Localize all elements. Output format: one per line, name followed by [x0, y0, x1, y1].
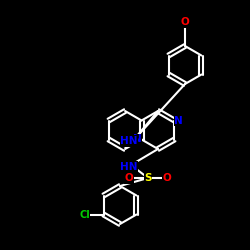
Text: N: N [174, 116, 183, 126]
Text: O: O [180, 17, 190, 27]
Text: O: O [124, 173, 134, 183]
Text: Cl: Cl [79, 210, 90, 220]
Text: HN: HN [120, 136, 138, 146]
Text: N: N [133, 134, 142, 144]
Text: HN: HN [120, 162, 138, 172]
Text: S: S [144, 173, 152, 183]
Text: O: O [162, 173, 172, 183]
